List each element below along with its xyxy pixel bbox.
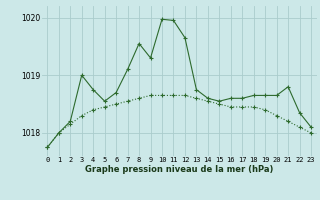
X-axis label: Graphe pression niveau de la mer (hPa): Graphe pression niveau de la mer (hPa) [85, 165, 273, 174]
